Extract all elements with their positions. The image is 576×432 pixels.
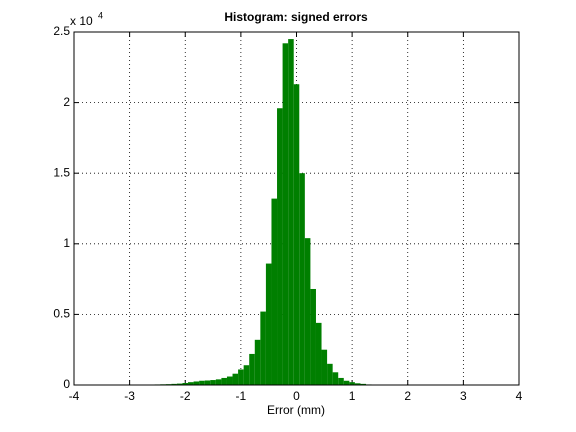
- bar: [360, 383, 367, 385]
- bar: [321, 349, 328, 385]
- plot-frame: [73, 31, 520, 386]
- bar: [249, 353, 255, 385]
- bar: [221, 377, 227, 385]
- chart-title: Histogram: signed errors: [224, 10, 368, 24]
- bar: [226, 376, 233, 385]
- bar: [332, 372, 339, 385]
- bar: [315, 322, 322, 385]
- bar: [238, 369, 244, 385]
- x-tick-label: 2: [404, 389, 411, 403]
- bar: [182, 383, 189, 385]
- x-tick-label: -4: [69, 389, 80, 403]
- x-axis-label: Error (mm): [267, 403, 325, 417]
- x-tick-label: 0: [293, 389, 300, 403]
- bar: [349, 382, 355, 385]
- x-tick-label: 1: [349, 389, 356, 403]
- y-multiplier: x 10: [70, 14, 93, 28]
- bar: [327, 363, 333, 385]
- bar: [254, 339, 261, 385]
- y-tick-label: 2: [63, 95, 70, 109]
- y-tick-label: 1: [63, 236, 70, 250]
- x-tick-label: 4: [516, 389, 523, 403]
- bar: [310, 288, 316, 385]
- bar: [176, 383, 183, 385]
- y-tick-label: 1.5: [53, 165, 70, 179]
- bar: [288, 39, 294, 386]
- bar: [243, 365, 250, 385]
- y-tick-label: 0: [63, 377, 70, 391]
- bar: [260, 311, 266, 385]
- bar: [277, 108, 283, 386]
- bar: [188, 382, 194, 385]
- bar: [215, 379, 222, 385]
- bar: [304, 238, 311, 385]
- bar: [265, 263, 272, 385]
- x-tick-label: -2: [180, 389, 191, 403]
- x-tick-label: -3: [124, 389, 135, 403]
- y-exponent: 4: [98, 10, 103, 20]
- bar: [232, 373, 239, 385]
- y-tick-label: 0.5: [53, 307, 70, 321]
- bar: [282, 43, 289, 386]
- bar: [338, 377, 344, 385]
- bar: [299, 173, 305, 385]
- x-tick-label: -1: [236, 389, 247, 403]
- bar: [204, 380, 211, 385]
- x-tick-label: 3: [460, 389, 467, 403]
- bar: [293, 84, 300, 385]
- bar: [193, 381, 200, 385]
- bar: [354, 383, 361, 385]
- bar: [271, 198, 278, 385]
- bar: [171, 383, 177, 385]
- bar: [343, 380, 350, 385]
- bar: [210, 380, 216, 385]
- bar: [199, 380, 205, 385]
- y-tick-label: 2.5: [53, 24, 70, 38]
